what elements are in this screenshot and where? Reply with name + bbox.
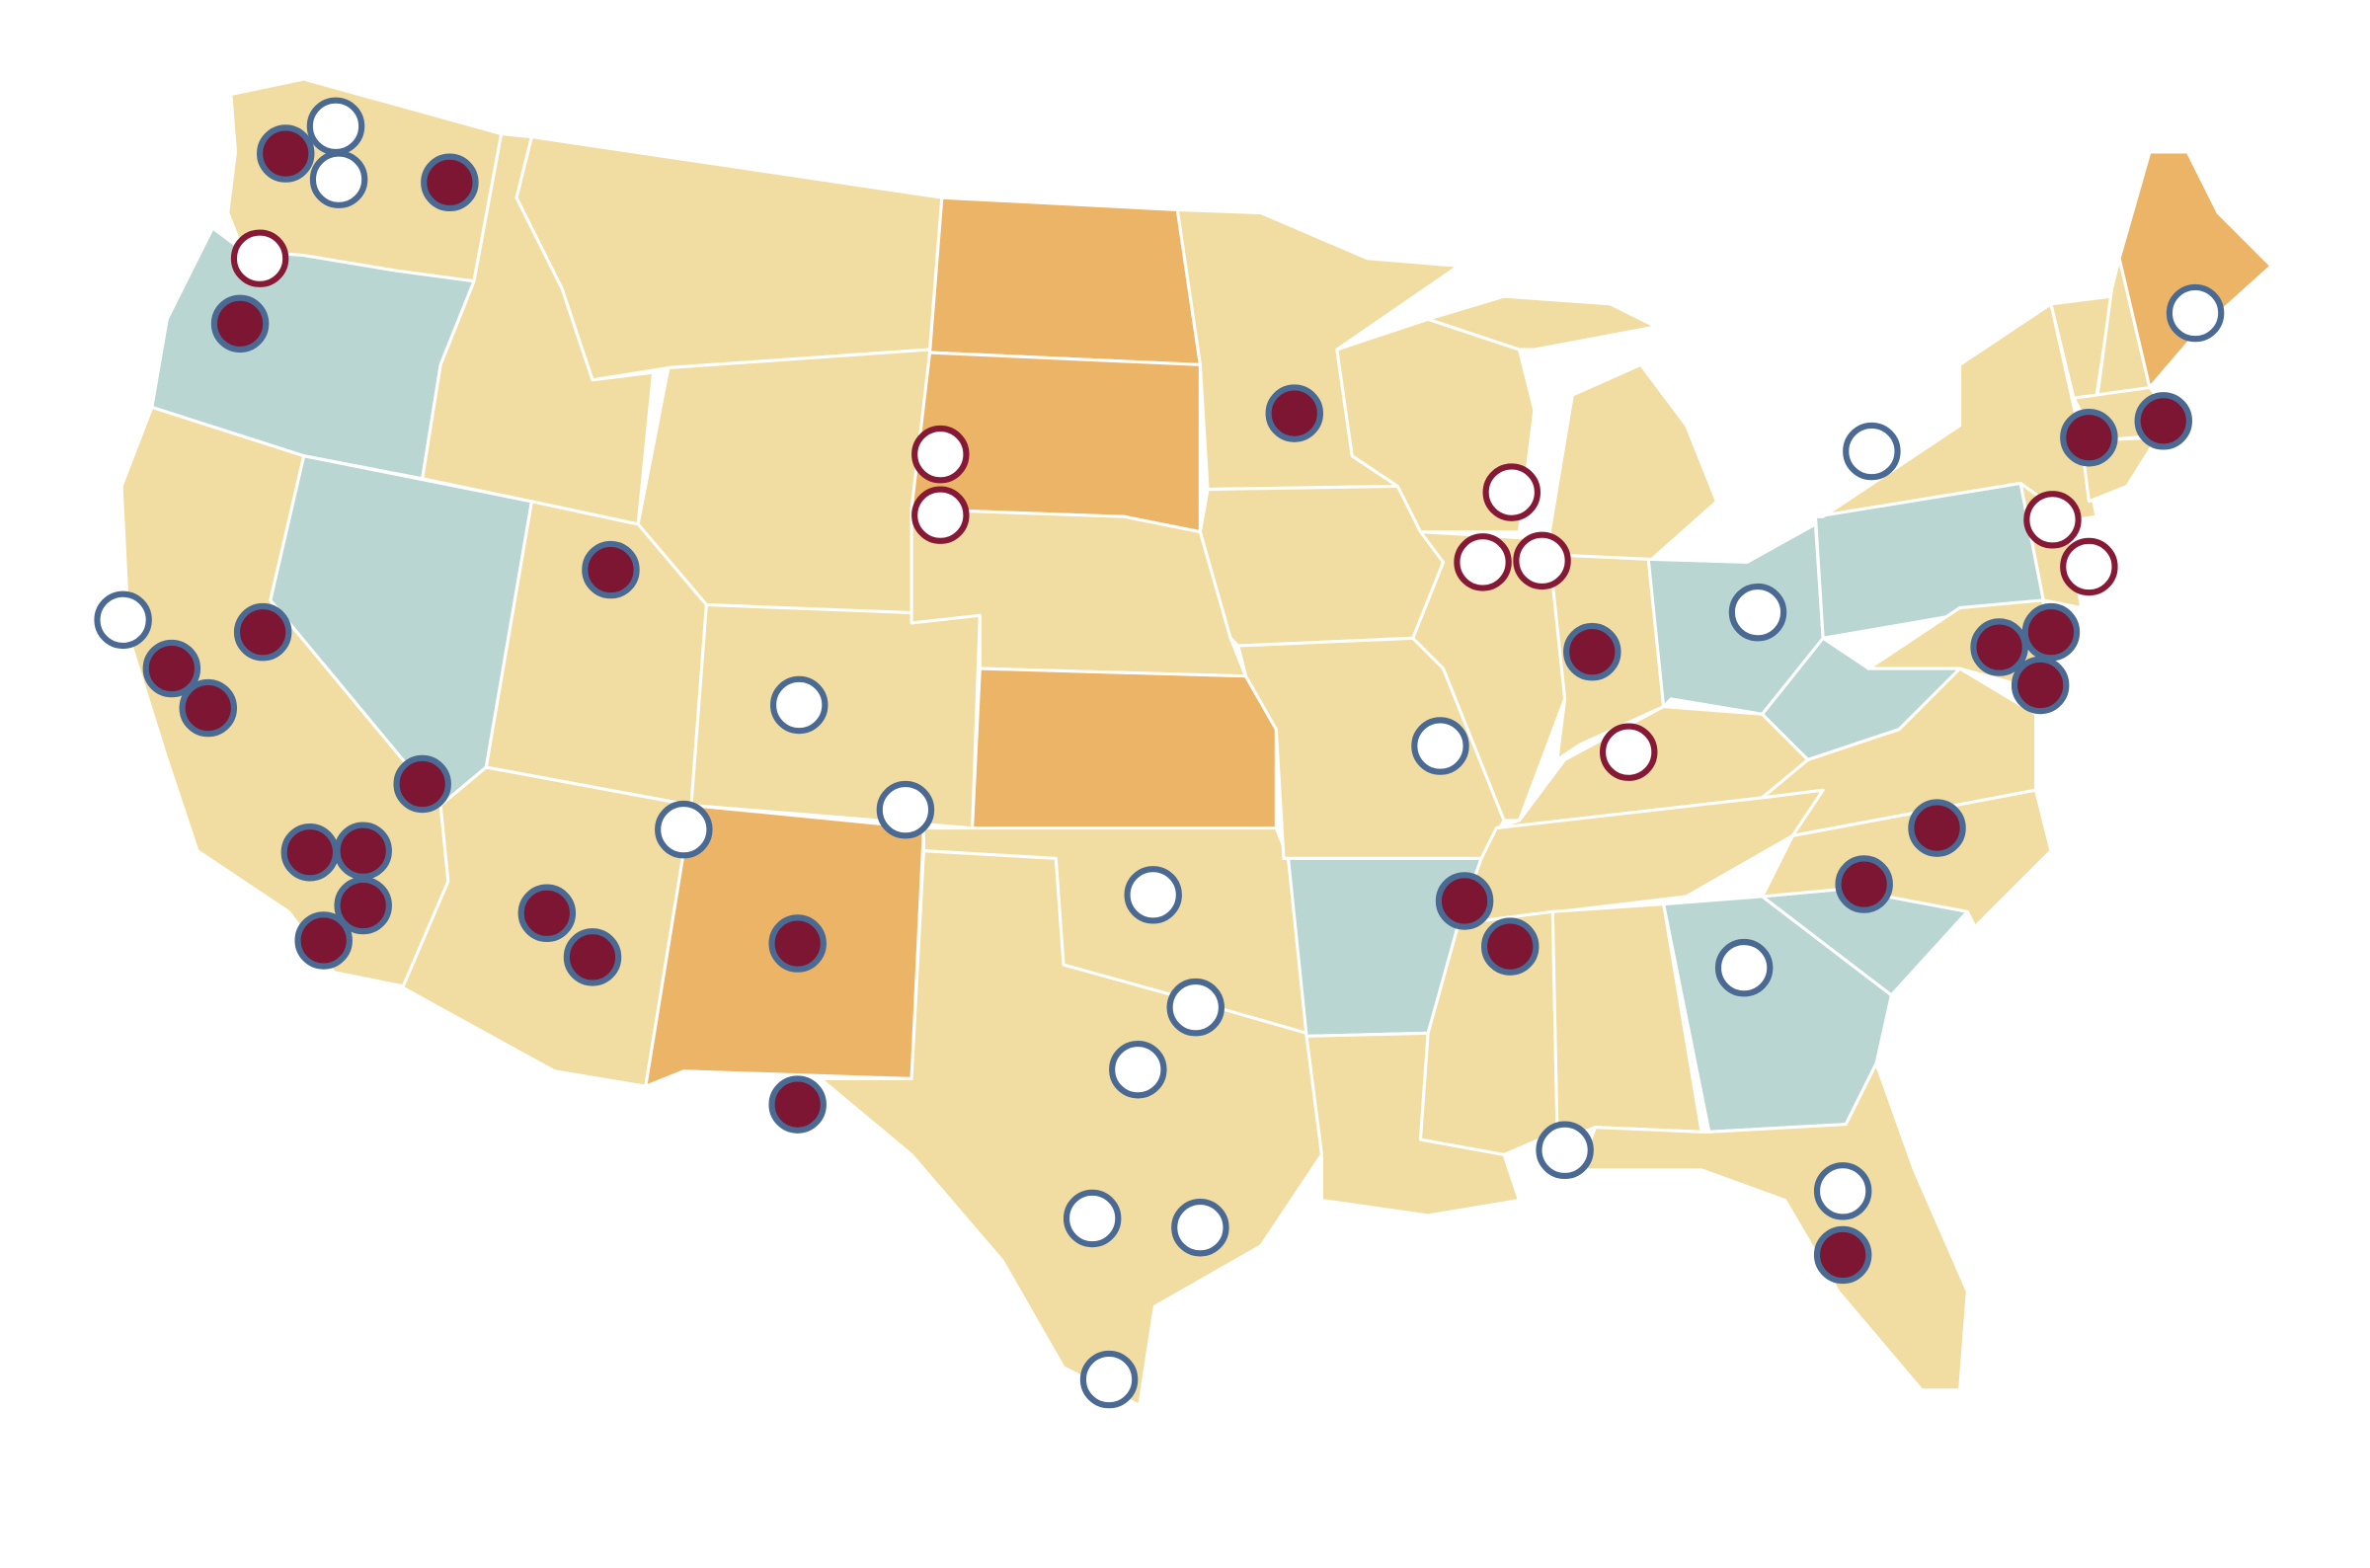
- marker-hollow-blue: [1843, 422, 1901, 481]
- marker-filled: [768, 1075, 827, 1134]
- marker-hollow-blue: [1109, 1041, 1167, 1099]
- states: [119, 77, 2273, 1407]
- marker-hollow-blue: [94, 590, 152, 650]
- marker-hollow-blue: [1171, 1199, 1229, 1257]
- marker-filled: [1908, 799, 1966, 857]
- state-ia: [1198, 484, 1446, 648]
- marker-filled: [2021, 602, 2081, 662]
- marker-hollow-blue: [1079, 1350, 1139, 1409]
- marker-hollow-red: [1482, 463, 1541, 521]
- state-nd: [928, 196, 1202, 366]
- marker-hollow-red: [2060, 537, 2118, 596]
- marker-filled: [393, 754, 451, 814]
- marker-hollow-blue: [655, 800, 713, 859]
- marker-hollow-blue: [770, 675, 829, 735]
- marker-hollow-red: [911, 425, 970, 484]
- marker-hollow-blue: [1714, 938, 1774, 997]
- marker-filled: [768, 914, 827, 973]
- state-fl: [1578, 1061, 1969, 1392]
- state-mi-lower: [1547, 362, 1718, 564]
- marker-filled: [421, 153, 479, 212]
- marker-hollow-blue: [1166, 978, 1225, 1037]
- marker-hollow-blue: [1063, 1189, 1122, 1248]
- marker-filled: [334, 876, 392, 935]
- marker-hollow-red: [911, 486, 970, 544]
- marker-hollow-blue: [1411, 717, 1469, 775]
- marker-filled: [1481, 917, 1540, 976]
- marker-filled: [2060, 409, 2118, 467]
- marker-hollow-red: [2023, 491, 2082, 549]
- state-ks: [971, 666, 1278, 830]
- marker-hollow-blue: [1536, 1121, 1594, 1180]
- marker-filled: [257, 124, 315, 183]
- marker-filled: [210, 294, 270, 353]
- marker-hollow-red: [1600, 723, 1658, 781]
- marker-filled: [1265, 384, 1324, 442]
- marker-hollow-red: [1513, 531, 1571, 590]
- marker-filled: [1835, 855, 1893, 913]
- markers: [94, 97, 2225, 1409]
- marker-filled: [563, 928, 622, 986]
- marker-filled: [1435, 872, 1494, 930]
- marker-hollow-blue: [1813, 1162, 1872, 1220]
- marker-hollow-blue: [1124, 866, 1182, 924]
- marker-hollow-red: [230, 229, 289, 287]
- marker-filled: [2134, 392, 2192, 450]
- marker-filled: [142, 639, 201, 698]
- marker-filled: [233, 602, 292, 662]
- marker-hollow-blue: [306, 97, 365, 156]
- marker-filled: [1813, 1225, 1872, 1285]
- marker-filled: [294, 911, 353, 970]
- state-me: [2117, 150, 2273, 390]
- marker-filled: [1563, 622, 1621, 681]
- marker-hollow-blue: [876, 780, 935, 839]
- state-tx: [819, 849, 1323, 1407]
- marker-filled: [517, 884, 577, 943]
- marker-filled: [280, 823, 340, 882]
- marker-hollow-blue: [1728, 583, 1787, 642]
- marker-filled: [334, 822, 392, 880]
- marker-filled: [1970, 618, 2028, 676]
- state-mt: [514, 135, 944, 382]
- state-co: [689, 602, 982, 830]
- marker-filled: [582, 540, 640, 599]
- marker-hollow-blue: [2166, 283, 2225, 343]
- marker-filled: [179, 678, 237, 738]
- marker-hollow-red: [1454, 533, 1512, 591]
- state-mi-upper: [1426, 294, 1658, 352]
- marker-hollow-blue: [309, 150, 368, 208]
- marker-filled: [2011, 656, 2070, 715]
